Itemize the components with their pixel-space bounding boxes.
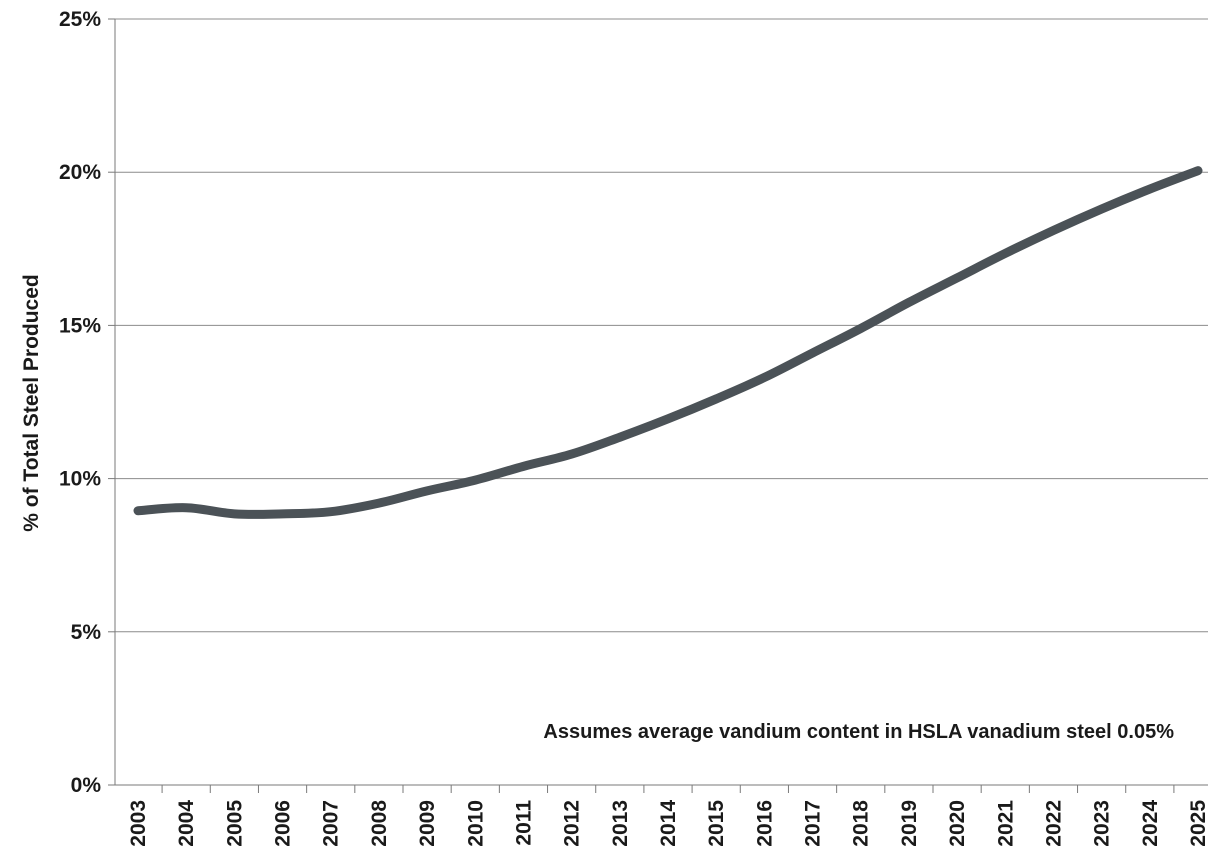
- x-tick-label: 2014: [657, 800, 680, 847]
- series-layer: [133, 166, 1203, 519]
- x-tick-label: 2022: [1042, 800, 1065, 847]
- x-tick-label: 2010: [464, 800, 487, 847]
- y-tick-label: 5%: [71, 621, 102, 644]
- gridlines: [115, 18, 1208, 633]
- x-tick-label: 2004: [175, 800, 198, 847]
- x-tick-label: 2003: [127, 800, 150, 847]
- x-tick-label: 2011: [512, 800, 535, 846]
- x-tick-label: 2005: [223, 800, 246, 847]
- x-tick-label: 2016: [753, 800, 776, 847]
- x-tick-label: 2008: [368, 800, 391, 847]
- axes: [108, 18, 1208, 793]
- x-tick-label: 2015: [705, 800, 728, 847]
- chart-annotation: Assumes average vandium content in HSLA …: [543, 721, 1174, 743]
- x-tick-label: 2025: [1187, 800, 1208, 847]
- series-line-0: [133, 166, 1203, 519]
- x-tick-label: 2017: [802, 800, 825, 847]
- x-tick-label: 2018: [850, 800, 873, 847]
- x-tick-label: 2019: [898, 800, 921, 847]
- x-tick-label: 2012: [561, 800, 584, 847]
- x-tick-label: 2007: [320, 800, 343, 847]
- x-tick-label: 2024: [1139, 800, 1162, 847]
- y-tick-label: 20%: [59, 161, 101, 184]
- y-axis-title: % of Total Steel Produced: [20, 274, 43, 531]
- y-tick-label: 25%: [59, 8, 101, 31]
- y-tick-label: 0%: [71, 774, 102, 797]
- x-tick-label: 2006: [272, 800, 295, 847]
- y-tick-label: 15%: [59, 314, 101, 337]
- x-tick-label: 2023: [1091, 800, 1114, 847]
- y-tick-labels: 0% 5% 10% 15% 20% 25%: [59, 8, 101, 797]
- x-tick-label: 2013: [609, 800, 632, 847]
- x-tick-label: 2020: [946, 800, 969, 847]
- x-tick-label: 2021: [994, 800, 1017, 847]
- y-tick-label: 10%: [59, 468, 101, 491]
- x-tick-labels: 2003 2004 2005 2006 2007 2008 2009 2010 2011 2012…: [127, 800, 1208, 847]
- x-tick-label: 2009: [416, 800, 439, 847]
